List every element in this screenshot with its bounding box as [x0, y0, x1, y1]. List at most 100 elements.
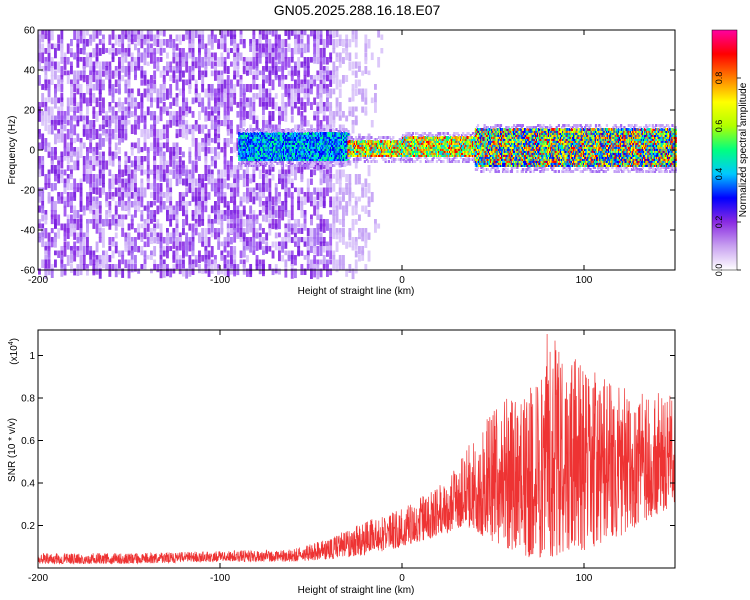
spectrogram-cell	[124, 205, 128, 211]
spectrogram-cell	[166, 120, 169, 127]
spectrogram-cell	[159, 232, 163, 238]
spectrogram-cell	[169, 201, 173, 208]
spectrogram-cell	[313, 115, 317, 121]
spectrogram-cell	[76, 232, 80, 240]
spectrogram-cell	[130, 169, 134, 180]
spectrogram-cell	[207, 138, 211, 146]
spectrogram-cell	[359, 156, 362, 159]
spectrogram-cell	[298, 130, 301, 133]
spectrogram-cell	[63, 232, 67, 242]
spectrogram-cell	[262, 214, 265, 222]
spectrogram-cell	[95, 160, 99, 167]
spectrogram-cell	[332, 75, 336, 84]
spectrogram-cell	[210, 178, 214, 185]
spectrogram-cell	[306, 97, 310, 106]
spectrogram-cell	[226, 268, 230, 278]
spectrogram-cell	[50, 241, 54, 248]
spectrogram-cell	[111, 264, 115, 271]
spectrogram-cell	[63, 147, 67, 157]
spectrogram-cell	[364, 178, 368, 188]
spectrogram-cell	[114, 187, 118, 197]
spectrogram-cell	[230, 133, 233, 145]
spectrogram-cell	[236, 151, 240, 158]
spectrogram-cell	[287, 169, 291, 177]
spectrogram-cell	[255, 84, 259, 90]
spectrogram-cell	[230, 196, 233, 204]
spectrogram-cell	[140, 106, 144, 118]
spectrogram-cell	[102, 151, 105, 161]
spectrogram-cell	[102, 115, 105, 124]
spectrogram-cell	[290, 268, 294, 279]
spectrogram-cell	[351, 93, 355, 102]
spectrogram-cell	[105, 133, 109, 142]
spectrogram-cell	[246, 196, 249, 204]
spectrogram-cell	[124, 169, 128, 176]
spectrogram-cell	[265, 169, 269, 178]
spectrogram-cell	[220, 147, 224, 153]
spectrogram-cell	[201, 142, 205, 151]
spectrogram-cell	[332, 219, 336, 228]
spectrogram-cell	[310, 241, 313, 248]
spectrogram-cell	[223, 246, 227, 252]
spectrogram-cell	[335, 97, 339, 108]
spectrogram-cell	[191, 133, 195, 142]
spectrogram-cell	[384, 158, 387, 161]
spectrogram-cell	[194, 61, 198, 69]
spectrogram-cell	[348, 111, 352, 117]
spectrogram-cell	[323, 128, 326, 131]
spectrogram-cell	[89, 75, 93, 84]
spectrogram-cell	[82, 246, 86, 257]
spectrogram-cell	[92, 156, 96, 166]
spectrogram-cell	[54, 151, 57, 160]
spectrogram-cell	[194, 178, 198, 187]
spectrogram-cell	[284, 48, 288, 59]
spectrogram-cell	[70, 183, 73, 191]
spectrogram-cell	[233, 165, 237, 176]
spectrogram-cell	[198, 210, 201, 219]
spectrogram-cell	[284, 210, 288, 217]
spectrogram-cell	[118, 174, 121, 184]
spectrogram-cell	[207, 129, 211, 137]
spectrogram-cell	[60, 169, 64, 179]
spectrogram-cell	[271, 241, 275, 248]
spectrogram-cell	[114, 48, 118, 56]
spectrogram-cell	[198, 201, 201, 210]
spectrogram-cell	[329, 250, 333, 260]
spectrogram-cell	[127, 237, 131, 245]
spectrogram-cell	[230, 30, 233, 39]
spectrogram-cell	[86, 39, 89, 47]
spectrogram-cell	[201, 39, 205, 50]
spectrogram-cell	[230, 147, 233, 154]
spectrogram-cell	[98, 201, 102, 209]
spectrogram-cell	[166, 264, 169, 272]
spectrogram-cell	[210, 205, 214, 214]
spectrogram-cell	[345, 210, 349, 216]
spectrogram-cell	[281, 246, 285, 253]
spectrogram-cell	[300, 115, 304, 122]
spectrogram-cell	[185, 79, 189, 86]
spectrogram-cell	[258, 84, 262, 90]
spectrogram-cell	[108, 129, 112, 136]
spectrogram-cell	[114, 124, 118, 133]
spectrogram-cell	[265, 130, 268, 133]
spectrogram-cell	[316, 106, 320, 114]
spectrogram-cell	[345, 201, 349, 210]
spectrogram-cell	[319, 39, 323, 45]
spectrogram-cell	[194, 124, 198, 132]
spectrogram-cell	[284, 259, 288, 268]
spectrogram-cell	[102, 156, 105, 163]
spectrogram-cell	[38, 75, 41, 86]
spectrogram-cell	[255, 228, 259, 234]
spectrogram-cell	[236, 187, 240, 194]
spectrogram-cell	[182, 169, 185, 176]
spectrogram-cell	[146, 147, 150, 154]
spectrogram-cell	[137, 120, 141, 130]
spectrogram-cell	[351, 124, 355, 134]
spectrogram-cell	[188, 84, 192, 94]
spectrogram-cell	[329, 70, 333, 79]
spectrogram-cell	[201, 219, 205, 226]
spectrogram-cell	[322, 48, 326, 58]
spectrogram-cell	[313, 196, 317, 208]
spectrogram-cell	[127, 102, 131, 110]
spectrogram-cell	[233, 57, 237, 66]
